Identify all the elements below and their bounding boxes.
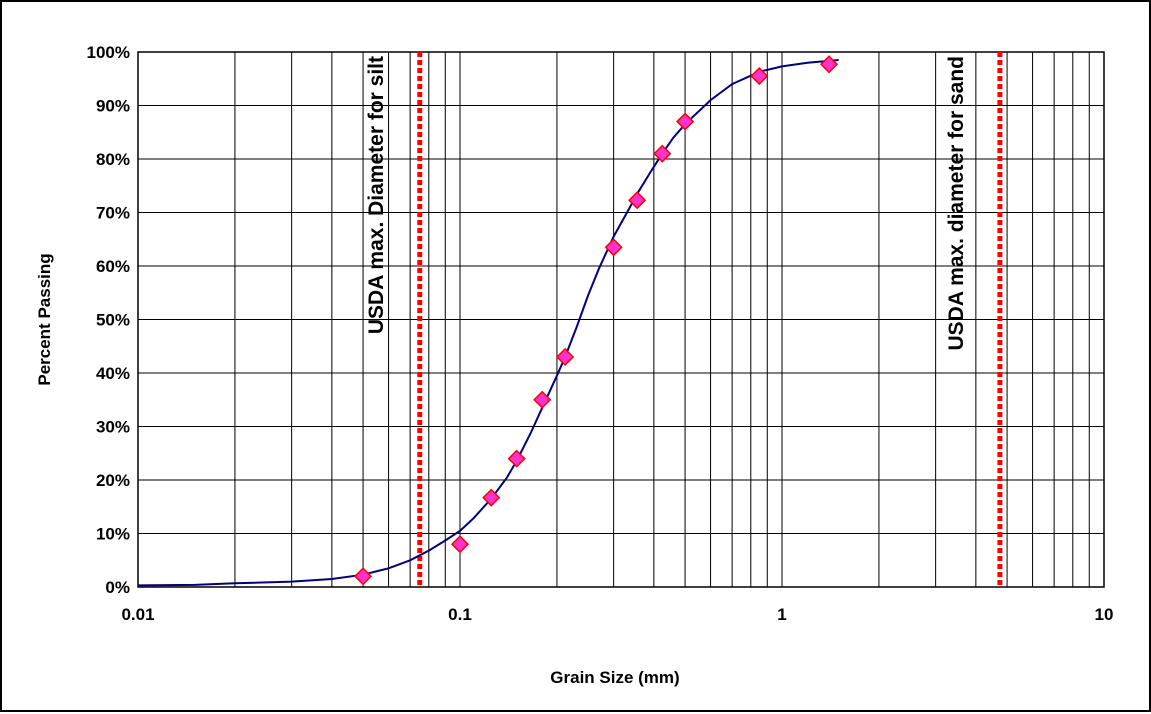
curve-layer bbox=[137, 59, 839, 587]
y-tick-labels: 0% 10% 20% 30% 40% 50% 60% 70% 80% 90% 100% bbox=[87, 43, 130, 597]
y-tick-label: 100% bbox=[87, 43, 130, 62]
y-tick-label: 0% bbox=[105, 578, 130, 597]
data-point bbox=[482, 488, 501, 507]
y-tick-label: 70% bbox=[96, 204, 130, 223]
data-point bbox=[533, 390, 552, 409]
y-tick-label: 80% bbox=[96, 150, 130, 169]
y-tick-label: 50% bbox=[96, 311, 130, 330]
data-point bbox=[653, 144, 672, 163]
y-tick-label: 60% bbox=[96, 257, 130, 276]
reference-lines: USDA max. Diameter for silt USDA max. dia… bbox=[365, 52, 1003, 587]
data-point bbox=[750, 67, 769, 86]
x-tick-label: 1 bbox=[777, 605, 786, 624]
x-tick-label: 0.1 bbox=[448, 605, 472, 624]
reference-line-label: USDA max. Diameter for silt bbox=[365, 56, 388, 334]
data-point bbox=[676, 112, 695, 131]
y-tick-label: 10% bbox=[96, 525, 130, 544]
y-axis-title: Percent Passing bbox=[35, 253, 54, 385]
data-point bbox=[628, 191, 647, 210]
gradation-curve bbox=[137, 59, 839, 587]
x-tick-label: 0.01 bbox=[121, 605, 154, 624]
y-tick-label: 40% bbox=[96, 364, 130, 383]
data-point bbox=[556, 347, 575, 367]
point-layer bbox=[354, 55, 839, 586]
data-point bbox=[354, 567, 373, 586]
x-axis-title: Grain Size (mm) bbox=[550, 668, 679, 687]
data-point bbox=[507, 449, 526, 468]
reference-line-label: USDA max. diameter for sand bbox=[945, 56, 968, 350]
plot-area-border bbox=[137, 51, 1105, 588]
y-tick-label: 90% bbox=[96, 97, 130, 116]
x-tick-label: 10 bbox=[1095, 605, 1114, 624]
data-point bbox=[604, 238, 623, 257]
y-tick-label: 20% bbox=[96, 471, 130, 490]
y-tick-label: 30% bbox=[96, 418, 130, 437]
data-point bbox=[819, 55, 839, 74]
data-point bbox=[450, 535, 470, 554]
x-tick-labels: 0.01 0.1 1 10 bbox=[121, 605, 1113, 624]
